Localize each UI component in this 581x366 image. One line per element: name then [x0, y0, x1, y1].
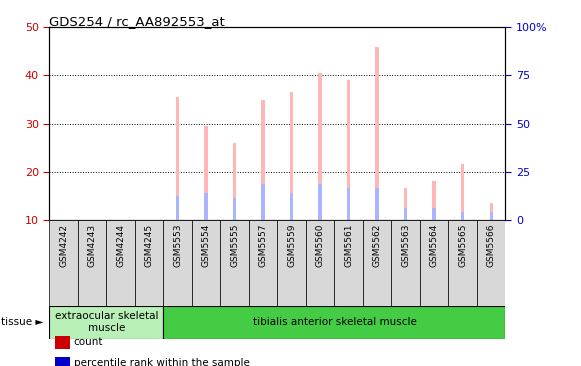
- Bar: [432, 208, 436, 220]
- Bar: [490, 212, 493, 220]
- FancyBboxPatch shape: [363, 220, 392, 306]
- Text: count: count: [74, 337, 103, 347]
- Bar: [318, 73, 322, 220]
- FancyBboxPatch shape: [163, 220, 192, 306]
- FancyBboxPatch shape: [420, 220, 449, 306]
- Text: GSM5555: GSM5555: [230, 224, 239, 268]
- FancyBboxPatch shape: [392, 220, 420, 306]
- Bar: [233, 198, 236, 220]
- Bar: [290, 92, 293, 220]
- FancyBboxPatch shape: [78, 220, 106, 306]
- Bar: [261, 184, 265, 220]
- Bar: [375, 46, 379, 220]
- Bar: [176, 97, 180, 220]
- Bar: [205, 126, 208, 220]
- Bar: [461, 164, 464, 220]
- Text: GSM4244: GSM4244: [116, 224, 125, 267]
- FancyBboxPatch shape: [135, 220, 163, 306]
- Text: GSM4242: GSM4242: [59, 224, 68, 267]
- FancyBboxPatch shape: [249, 220, 278, 306]
- FancyBboxPatch shape: [49, 220, 78, 306]
- FancyBboxPatch shape: [278, 220, 306, 306]
- Text: extraocular skeletal
muscle: extraocular skeletal muscle: [55, 311, 158, 333]
- Bar: [461, 212, 464, 220]
- Bar: [347, 80, 350, 220]
- Text: GSM5566: GSM5566: [487, 224, 496, 268]
- Text: percentile rank within the sample: percentile rank within the sample: [74, 358, 250, 366]
- Text: GSM5557: GSM5557: [259, 224, 268, 268]
- FancyBboxPatch shape: [220, 220, 249, 306]
- FancyBboxPatch shape: [449, 220, 477, 306]
- Bar: [375, 188, 379, 220]
- Text: GSM5565: GSM5565: [458, 224, 467, 268]
- Bar: [404, 208, 407, 220]
- FancyBboxPatch shape: [335, 220, 363, 306]
- Bar: [347, 188, 350, 220]
- Bar: [290, 193, 293, 220]
- FancyBboxPatch shape: [106, 220, 135, 306]
- Text: GSM5562: GSM5562: [372, 224, 382, 267]
- FancyBboxPatch shape: [192, 220, 220, 306]
- Text: GSM5561: GSM5561: [344, 224, 353, 268]
- FancyBboxPatch shape: [49, 306, 163, 339]
- Text: GSM4243: GSM4243: [88, 224, 96, 267]
- Bar: [432, 181, 436, 220]
- Text: tibialis anterior skeletal muscle: tibialis anterior skeletal muscle: [253, 317, 417, 327]
- Text: GSM5559: GSM5559: [287, 224, 296, 268]
- Text: GDS254 / rc_AA892553_at: GDS254 / rc_AA892553_at: [49, 15, 225, 28]
- Text: GSM5564: GSM5564: [430, 224, 439, 267]
- Bar: [318, 184, 322, 220]
- Bar: [261, 100, 265, 220]
- Bar: [176, 195, 180, 220]
- Bar: [490, 203, 493, 220]
- Text: tissue ►: tissue ►: [1, 317, 44, 327]
- FancyBboxPatch shape: [306, 220, 335, 306]
- Text: GSM5560: GSM5560: [315, 224, 325, 268]
- FancyBboxPatch shape: [477, 220, 505, 306]
- FancyBboxPatch shape: [163, 306, 505, 339]
- Bar: [205, 193, 208, 220]
- Bar: [233, 143, 236, 220]
- Text: GSM5553: GSM5553: [173, 224, 182, 268]
- Text: GSM5563: GSM5563: [401, 224, 410, 268]
- Text: GSM5554: GSM5554: [202, 224, 211, 267]
- Bar: [404, 188, 407, 220]
- Text: GSM4245: GSM4245: [145, 224, 153, 267]
